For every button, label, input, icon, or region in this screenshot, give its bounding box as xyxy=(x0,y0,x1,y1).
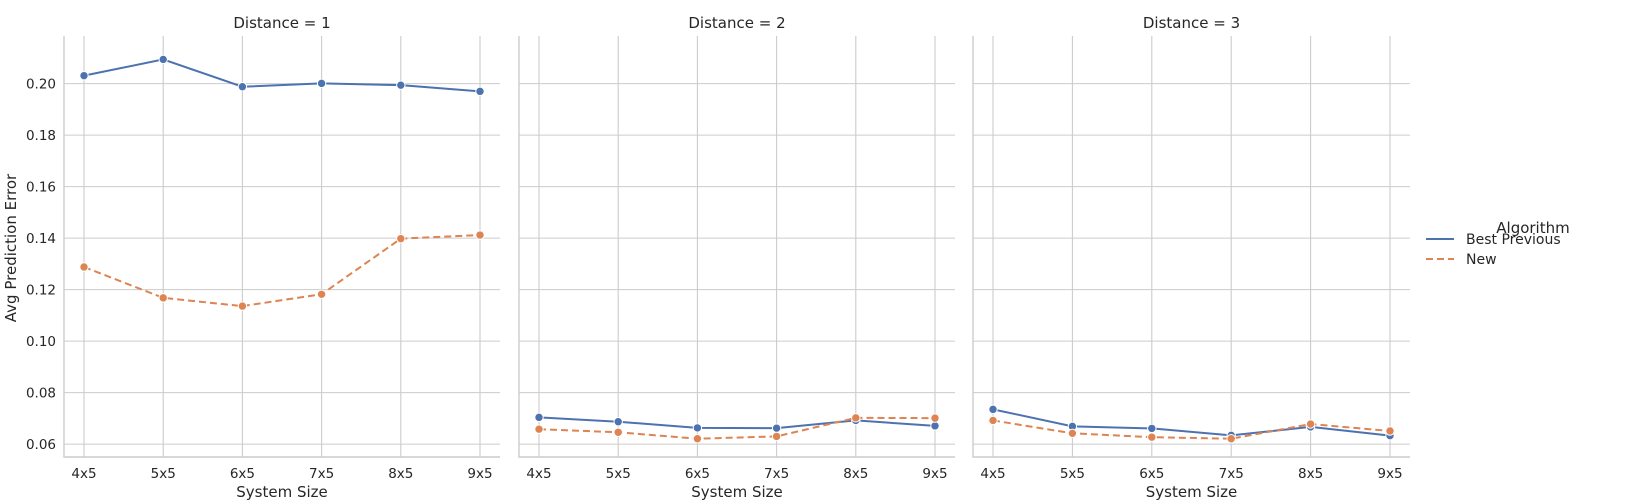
series-line xyxy=(992,419,1391,440)
legend-label: Best Previous xyxy=(1466,232,1561,248)
data-point xyxy=(851,413,861,423)
data-point xyxy=(988,404,998,415)
series-best-previous xyxy=(534,412,940,433)
panel-title: Distance = 2 xyxy=(688,14,785,32)
axis-spine xyxy=(518,36,955,458)
x-axis-label: System Size xyxy=(1146,483,1238,500)
x-tick-label: 4x5 xyxy=(980,466,1005,482)
series-best-previous xyxy=(988,404,1395,441)
series-new xyxy=(79,230,485,311)
x-tick-label: 6x5 xyxy=(1139,466,1164,482)
data-point xyxy=(396,233,406,244)
data-point xyxy=(692,434,703,444)
series-line xyxy=(538,416,936,440)
series-line xyxy=(538,416,936,430)
data-point xyxy=(237,82,248,92)
data-point xyxy=(316,289,327,299)
data-point xyxy=(158,54,168,65)
y-tick-label: 0.14 xyxy=(26,231,56,247)
legend: Algorithm Best Previous New xyxy=(1426,219,1570,268)
y-tick-label: 0.10 xyxy=(26,334,56,350)
y-tick-label: 0.20 xyxy=(26,77,56,93)
x-tick-label: 8x5 xyxy=(1298,466,1323,482)
data-point xyxy=(1147,423,1157,434)
legend-item: New xyxy=(1426,252,1497,268)
legend-title: Algorithm xyxy=(1496,219,1569,237)
x-tick-label: 4x5 xyxy=(71,466,96,482)
data-point xyxy=(930,421,940,431)
x-axis-label: System Size xyxy=(691,483,783,500)
data-point xyxy=(771,431,782,442)
y-axis-label: Avg Prediction Error xyxy=(2,173,20,322)
data-point xyxy=(988,415,998,426)
data-point xyxy=(534,424,544,434)
x-tick-label: 5x5 xyxy=(151,466,176,482)
data-point xyxy=(158,293,168,303)
y-tick-label: 0.12 xyxy=(26,283,56,299)
x-tick-label: 5x5 xyxy=(606,466,631,482)
data-point xyxy=(79,70,89,81)
panel-3: Distance = 3 4x5 5x5 6x5 7x5 8x5 9x5 System Siz… xyxy=(972,14,1410,500)
series-line xyxy=(83,234,481,308)
series-new xyxy=(534,413,940,444)
series-best-previous xyxy=(79,54,485,97)
y-tick-label: 0.08 xyxy=(26,386,56,402)
y-tick-label: 0.16 xyxy=(26,180,56,196)
data-point xyxy=(534,412,544,423)
panels: Distance = 1 4x5 5x5 6x5 7x5 8x5 9x5 System Siz… xyxy=(26,14,1410,500)
legend-items: Best Previous New xyxy=(1426,232,1561,268)
data-point xyxy=(396,80,406,90)
x-tick-label: 6x5 xyxy=(230,466,255,482)
y-tick-label: 0.06 xyxy=(26,437,56,453)
axis-spine xyxy=(972,36,1410,458)
data-point xyxy=(475,86,485,97)
x-tick-label: 7x5 xyxy=(764,466,789,482)
data-point xyxy=(613,427,623,437)
data-point xyxy=(692,423,703,433)
data-point xyxy=(475,230,485,240)
x-tick-label: 7x5 xyxy=(309,466,334,482)
x-tick-label: 9x5 xyxy=(922,466,947,482)
data-point xyxy=(237,301,248,311)
x-tick-label: 8x5 xyxy=(388,466,413,482)
legend-item: Best Previous xyxy=(1426,232,1561,248)
series-new xyxy=(988,415,1395,444)
y-tick-label: 0.18 xyxy=(26,128,56,144)
x-axis-label: System Size xyxy=(236,483,328,500)
data-point xyxy=(613,417,623,427)
series-line xyxy=(83,58,481,93)
x-tick-label: 9x5 xyxy=(467,466,492,482)
panel-1: Distance = 1 4x5 5x5 6x5 7x5 8x5 9x5 System Siz… xyxy=(26,14,500,500)
data-point xyxy=(1067,428,1078,439)
panel-title: Distance = 1 xyxy=(233,14,330,32)
data-point xyxy=(1147,432,1157,442)
x-tick-label: 5x5 xyxy=(1060,466,1085,482)
x-tick-label: 8x5 xyxy=(843,466,868,482)
x-tick-label: 4x5 xyxy=(526,466,551,482)
x-tick-label: 9x5 xyxy=(1377,466,1402,482)
data-point xyxy=(771,423,782,433)
data-point xyxy=(79,262,89,272)
axis-spine xyxy=(63,36,500,458)
data-point xyxy=(1385,426,1395,436)
legend-label: New xyxy=(1466,252,1497,268)
panel-title: Distance = 3 xyxy=(1143,14,1240,32)
data-point xyxy=(1226,434,1236,444)
x-tick-label: 7x5 xyxy=(1219,466,1244,482)
x-tick-label: 6x5 xyxy=(685,466,710,482)
data-point xyxy=(1305,419,1316,429)
data-point xyxy=(316,78,327,89)
panel-2: Distance = 2 4x5 5x5 6x5 7x5 8x5 9x5 System Siz… xyxy=(518,14,955,500)
data-point xyxy=(930,413,940,423)
series-line xyxy=(992,408,1391,437)
